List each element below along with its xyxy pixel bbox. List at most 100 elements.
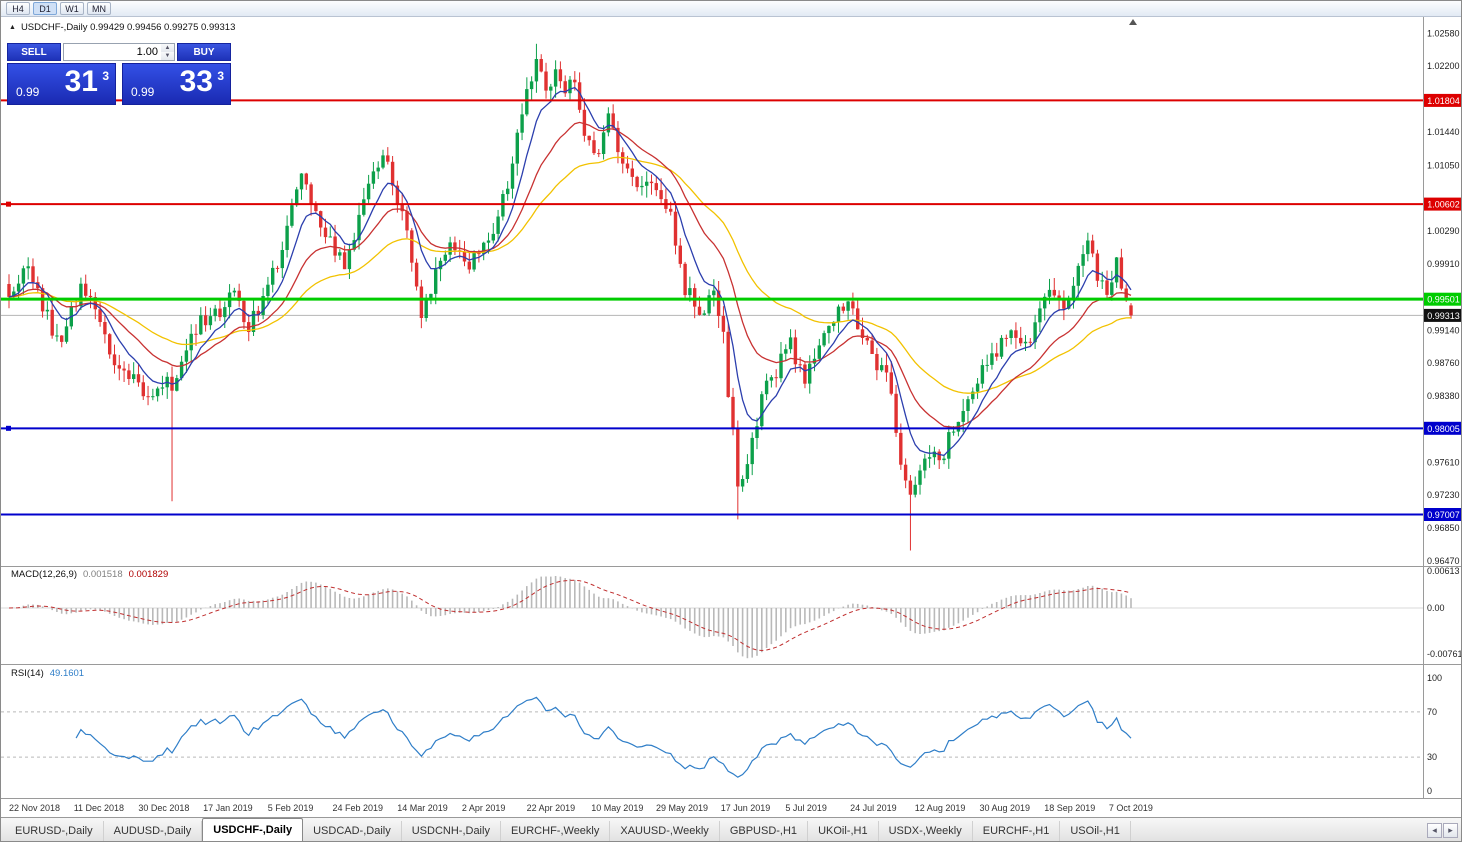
date-axis-label: 17 Jan 2019 — [203, 803, 253, 813]
buy-button[interactable]: BUY — [177, 43, 231, 61]
date-axis-label: 17 Jun 2019 — [721, 803, 771, 813]
tabs-scroll-right-icon[interactable]: ▸ — [1443, 823, 1458, 838]
volume-input[interactable] — [64, 44, 161, 60]
one-click-collapse-icon[interactable]: ▲ — [9, 24, 16, 31]
price-chart-svg[interactable]: 1.02580 1.02200 1.01440 1.01050 1.00290 0.999… — [1, 17, 1462, 819]
chart-tab-usdchf-daily[interactable]: USDCHF-,Daily — [202, 818, 304, 841]
volume-down-icon[interactable]: ▼ — [161, 52, 174, 60]
buy-price-small: 0.99 — [131, 85, 155, 99]
chart-tab-audusd-daily[interactable]: AUDUSD-,Daily — [104, 821, 203, 841]
sell-price-panel[interactable]: 0.99 31 3 — [7, 63, 116, 105]
candles — [7, 43, 1133, 551]
sell-price-small: 0.99 — [16, 85, 40, 99]
date-axis-label: 22 Apr 2019 — [527, 803, 576, 813]
tabs-scroll-left-icon[interactable]: ◂ — [1427, 823, 1442, 838]
line-handle[interactable] — [6, 425, 11, 431]
price-axis-label: 1.01440 — [1427, 127, 1460, 137]
macd-signal-line — [8, 579, 1132, 652]
rsi-axis-label: 0 — [1427, 786, 1432, 796]
price-tag-label: 1.01804 — [1427, 96, 1460, 106]
one-click-trading-widget: SELL ▲ ▼ BUY 0.99 31 3 0.99 — [7, 43, 231, 105]
date-axis-label: 10 May 2019 — [591, 803, 643, 813]
chart-tab-eurchf-h1[interactable]: EURCHF-,H1 — [973, 821, 1061, 841]
sell-price-sup: 3 — [102, 69, 109, 83]
chart-tabs: EURUSD-,Daily AUDUSD-,Daily USDCHF-,Daily U… — [1, 818, 1131, 841]
date-axis-label: 30 Aug 2019 — [980, 803, 1031, 813]
chart-area[interactable]: 1.02580 1.02200 1.01440 1.01050 1.00290 0.999… — [1, 17, 1462, 819]
line-handle[interactable] — [6, 201, 11, 207]
chart-tab-usdcad-daily[interactable]: USDCAD-,Daily — [303, 821, 402, 841]
price-tag — [1424, 308, 1461, 322]
chart-tab-bar: EURUSD-,Daily AUDUSD-,Daily USDCHF-,Daily U… — [1, 817, 1461, 841]
volume-spinner: ▲ ▼ — [161, 44, 174, 60]
volume-up-icon[interactable]: ▲ — [161, 44, 174, 52]
price-tag-label: 0.99313 — [1427, 311, 1460, 321]
macd-name: MACD(12,26,9) — [11, 569, 77, 580]
price-axis-label: 0.98380 — [1427, 391, 1460, 401]
date-axis-label: 24 Jul 2019 — [850, 803, 897, 813]
chart-top-arrow-icon[interactable] — [1129, 19, 1137, 25]
price-tag — [1424, 508, 1461, 521]
price-tag-label: 1.00602 — [1427, 200, 1460, 210]
chart-tab-gbpusd-h1[interactable]: GBPUSD-,H1 — [720, 821, 809, 841]
price-tag — [1424, 197, 1461, 211]
chart-tab-ukoil-h1[interactable]: UKOil-,H1 — [808, 821, 879, 841]
price-axis-label: 0.99910 — [1427, 259, 1460, 269]
price-axis-label: 1.02580 — [1427, 28, 1460, 38]
chart-tab-eurusd-daily[interactable]: EURUSD-,Daily — [5, 821, 104, 841]
timeframe-w1-button[interactable]: W1 — [60, 2, 84, 15]
price-axis-label: 1.02200 — [1427, 61, 1460, 71]
ma-line-42 — [8, 156, 1132, 394]
symbol-ohlc-text: USDCHF-,Daily 0.99429 0.99456 0.99275 0.… — [20, 22, 236, 33]
date-axis-label: 14 Mar 2019 — [397, 803, 448, 813]
rsi-axis-label: 30 — [1427, 752, 1437, 762]
date-axis-label: 5 Feb 2019 — [268, 803, 314, 813]
macd-axis-label: -0.00761 — [1427, 649, 1462, 659]
timeframe-d1-button[interactable]: D1 — [33, 2, 57, 15]
chart-tab-xauusd-weekly[interactable]: XAUUSD-,Weekly — [610, 821, 720, 841]
price-tag-label: 0.98005 — [1427, 424, 1460, 434]
date-axis-label: 24 Feb 2019 — [333, 803, 384, 813]
ma-line-20 — [8, 121, 1132, 428]
price-axis-label: 0.96470 — [1427, 556, 1460, 566]
price-axis-label: 1.01050 — [1427, 161, 1460, 171]
timeframe-h4-button[interactable]: H4 — [6, 2, 30, 15]
volume-box: ▲ ▼ — [63, 43, 175, 61]
price-axis-label: 0.97230 — [1427, 490, 1460, 500]
sell-price-big: 31 — [64, 65, 98, 98]
chart-tab-usdcnh-daily[interactable]: USDCNH-,Daily — [402, 821, 501, 841]
rsi-name: RSI(14) — [11, 668, 44, 679]
price-tag-label: 0.99501 — [1427, 295, 1460, 305]
buy-price-sup: 3 — [217, 69, 224, 83]
rsi-value: 49.1601 — [49, 668, 85, 679]
date-axis-label: 11 Dec 2018 — [74, 803, 124, 813]
macd-axis-label: 0.00613 — [1427, 566, 1460, 576]
rsi-axis-label: 70 — [1427, 707, 1437, 717]
macd-signal-value: 0.001829 — [128, 569, 169, 580]
symbol-info: ▲ USDCHF-,Daily 0.99429 0.99456 0.99275 … — [9, 22, 235, 33]
tab-scroll-buttons: ◂ ▸ — [1427, 823, 1461, 841]
date-axis-label: 18 Sep 2019 — [1044, 803, 1095, 813]
price-axis-label: 1.00290 — [1427, 226, 1460, 236]
date-axis-label: 5 Jul 2019 — [785, 803, 827, 813]
date-axis-label: 7 Oct 2019 — [1109, 803, 1153, 813]
chart-tab-usdx-weekly[interactable]: USDX-,Weekly — [879, 821, 973, 841]
date-axis-label: 12 Aug 2019 — [915, 803, 966, 813]
price-tag-label: 0.97007 — [1427, 510, 1460, 520]
chart-tab-eurchf-weekly[interactable]: EURCHF-,Weekly — [501, 821, 611, 841]
date-axis-label: 22 Nov 2018 — [9, 803, 60, 813]
rsi-axis-label: 100 — [1427, 673, 1442, 683]
rsi-label: RSI(14) 49.1601 — [11, 668, 84, 679]
buy-price-panel[interactable]: 0.99 33 3 — [122, 63, 231, 105]
sell-button[interactable]: SELL — [7, 43, 61, 61]
timeframe-toolbar: H4 D1 W1 MN — [1, 1, 1461, 17]
price-axis-label: 0.98760 — [1427, 358, 1460, 368]
timeframe-mn-button[interactable]: MN — [87, 2, 111, 15]
macd-main-value: 0.001518 — [83, 569, 123, 580]
date-axis-label: 30 Dec 2018 — [138, 803, 189, 813]
price-tag — [1424, 421, 1461, 435]
chart-tab-usoil-h1[interactable]: USOil-,H1 — [1060, 821, 1131, 841]
price-axis-label: 0.97610 — [1427, 457, 1460, 467]
price-tag — [1424, 292, 1461, 306]
